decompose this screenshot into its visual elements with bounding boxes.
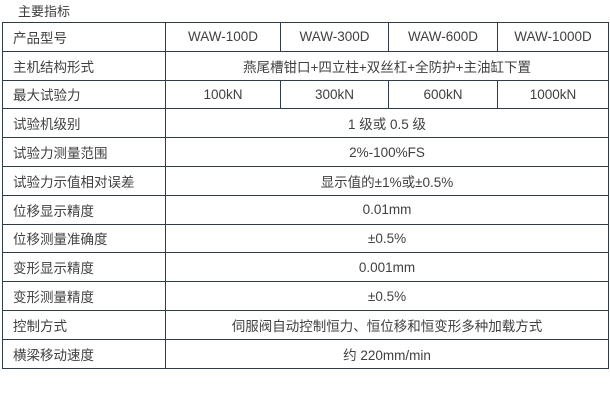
row-label: 产品型号 [2, 22, 166, 52]
model-cell: WAW-100D [165, 22, 281, 52]
row-label: 试验机级别 [2, 108, 166, 139]
row-value: 1 级或 0.5 级 [165, 108, 609, 139]
row-value: 显示值的±1%或±0.5% [165, 165, 609, 196]
row-value: 约 220mm/min [165, 338, 609, 369]
row-label: 控制方式 [2, 309, 166, 340]
row-value: ±0.5% [165, 223, 609, 254]
row-label: 横梁移动速度 [2, 338, 166, 369]
row-label: 变形显示精度 [2, 252, 166, 283]
table-row-force-error: 试验力示值相对误差 显示值的±1%或±0.5% [2, 165, 609, 196]
row-label: 变形测量精度 [2, 281, 166, 311]
row-value: 伺服阀自动控制恒力、恒位移和恒变形多种加载方式 [165, 309, 609, 340]
table-row-deformation-resolution: 变形显示精度 0.001mm [2, 252, 609, 283]
row-value: 燕尾槽钳口+四立柱+双丝杠+全防护+主油缸下置 [165, 50, 609, 81]
model-cell: WAW-600D [388, 22, 498, 52]
spec-table: 产品型号 WAW-100D WAW-300D WAW-600D WAW-1000… [2, 22, 609, 369]
row-value: 0.001mm [165, 252, 609, 283]
force-cell: 600kN [388, 79, 498, 110]
table-row-max-force: 最大试验力 100kN 300kN 600kN 1000kN [2, 79, 609, 110]
row-label: 试验力测量范围 [2, 137, 166, 167]
force-cell: 100kN [165, 79, 281, 110]
model-cell: WAW-300D [280, 22, 389, 52]
table-row-machine-class: 试验机级别 1 级或 0.5 级 [2, 108, 609, 139]
table-row-structure: 主机结构形式 燕尾槽钳口+四立柱+双丝杠+全防护+主油缸下置 [2, 50, 609, 81]
table-row-crosshead-speed: 横梁移动速度 约 220mm/min [2, 338, 609, 369]
row-label: 位移测量准确度 [2, 223, 166, 254]
table-row-control-mode: 控制方式 伺服阀自动控制恒力、恒位移和恒变形多种加载方式 [2, 309, 609, 340]
row-label: 主机结构形式 [2, 50, 166, 81]
table-row-deformation-accuracy: 变形测量精度 ±0.5% [2, 281, 609, 311]
force-cell: 1000kN [497, 79, 609, 110]
table-row-model: 产品型号 WAW-100D WAW-300D WAW-600D WAW-1000… [2, 22, 609, 52]
page-title: 主要指标 [18, 4, 71, 19]
row-value: 2%-100%FS [165, 137, 609, 167]
force-cell: 300kN [280, 79, 389, 110]
row-label: 最大试验力 [2, 79, 166, 110]
table-row-force-range: 试验力测量范围 2%-100%FS [2, 137, 609, 167]
table-row-displacement-resolution: 位移显示精度 0.01mm [2, 194, 609, 225]
row-label: 试验力示值相对误差 [2, 165, 166, 196]
row-value: 0.01mm [165, 194, 609, 225]
row-value: ±0.5% [165, 281, 609, 311]
model-cell: WAW-1000D [497, 22, 609, 52]
table-row-displacement-accuracy: 位移测量准确度 ±0.5% [2, 223, 609, 254]
row-label: 位移显示精度 [2, 194, 166, 225]
